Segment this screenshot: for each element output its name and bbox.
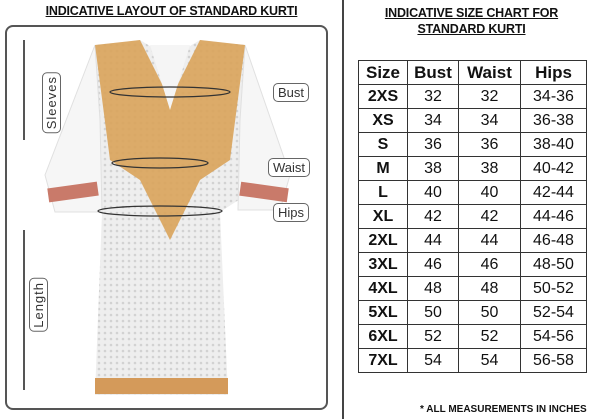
- table-cell: S: [358, 132, 408, 157]
- hips-label: Hips: [273, 203, 310, 222]
- size-chart-table: Size Bust Waist Hips 2XS 32 32 34-36 XS 34 34 36-3…: [358, 60, 587, 373]
- table-cell: 52: [458, 324, 521, 349]
- kurti-frame: [5, 25, 328, 410]
- table-cell: 40: [407, 180, 459, 205]
- table-cell: 50-52: [520, 276, 587, 301]
- table-cell: 44-46: [520, 204, 587, 229]
- footnote: * ALL MEASUREMENTS IN INCHES: [420, 404, 587, 415]
- table-row: S 36 36 38-40: [358, 132, 587, 157]
- table-row: L 40 40 42-44: [358, 180, 587, 205]
- table-cell: 42: [458, 204, 521, 229]
- table-row: 7XL 54 54 56-58: [358, 348, 587, 373]
- table-cell: 54: [458, 348, 521, 373]
- table-row: 6XL 52 52 54-56: [358, 324, 587, 349]
- table-cell: 40-42: [520, 156, 587, 181]
- table-cell: 38-40: [520, 132, 587, 157]
- table-row: 2XS 32 32 34-36: [358, 84, 587, 109]
- table-cell: 50: [407, 300, 459, 325]
- table-cell: 40: [458, 180, 521, 205]
- table-cell: 3XL: [358, 252, 408, 277]
- table-cell: 44: [458, 228, 521, 253]
- table-cell: 46-48: [520, 228, 587, 253]
- table-row: 4XL 48 48 50-52: [358, 276, 587, 301]
- table-cell: 38: [458, 156, 521, 181]
- column-header: Hips: [520, 60, 587, 85]
- table-row: 5XL 50 50 52-54: [358, 300, 587, 325]
- column-header: Waist: [458, 60, 521, 85]
- table-row: M 38 38 40-42: [358, 156, 587, 181]
- table-cell: 34: [458, 108, 521, 133]
- table-cell: 34-36: [520, 84, 587, 109]
- table-row: XS 34 34 36-38: [358, 108, 587, 133]
- length-label: Length: [29, 278, 48, 332]
- table-cell: 54-56: [520, 324, 587, 349]
- table-cell: 6XL: [358, 324, 408, 349]
- table-cell: 32: [407, 84, 459, 109]
- table-cell: 4XL: [358, 276, 408, 301]
- table-cell: M: [358, 156, 408, 181]
- column-header: Bust: [407, 60, 459, 85]
- table-cell: 52-54: [520, 300, 587, 325]
- table-cell: XS: [358, 108, 408, 133]
- kurti-image: [44, 40, 291, 395]
- table-cell: 32: [458, 84, 521, 109]
- sleeves-ruler: [23, 40, 25, 140]
- table-cell: 42: [407, 204, 459, 229]
- table-cell: 50: [458, 300, 521, 325]
- table-cell: 52: [407, 324, 459, 349]
- table-cell: 38: [407, 156, 459, 181]
- sleeves-label: Sleeves: [42, 72, 61, 134]
- table-cell: L: [358, 180, 408, 205]
- layout-title: INDICATIVE LAYOUT OF STANDARD KURTI: [45, 4, 298, 18]
- bust-label: Bust: [273, 83, 310, 102]
- size-chart-title: INDICATIVE SIZE CHART FOR STANDARD KURTI: [343, 5, 600, 37]
- table-cell: 48-50: [520, 252, 587, 277]
- table-cell: 2XL: [358, 228, 408, 253]
- table-cell: 36: [407, 132, 459, 157]
- yoke-embroidery: [95, 40, 245, 240]
- size-chart-title-line2: STANDARD KURTI: [417, 22, 526, 36]
- table-cell: 42-44: [520, 180, 587, 205]
- table-row: 2XL 44 44 46-48: [358, 228, 587, 253]
- size-chart-title-line1: INDICATIVE SIZE CHART FOR: [384, 6, 559, 20]
- table-cell: 44: [407, 228, 459, 253]
- column-header: Size: [358, 60, 408, 85]
- table-cell: 46: [458, 252, 521, 277]
- length-ruler: [23, 230, 25, 390]
- divider: [342, 0, 344, 419]
- table-cell: 46: [407, 252, 459, 277]
- waist-label: Waist: [268, 158, 311, 177]
- table-row: 3XL 46 46 48-50: [358, 252, 587, 277]
- table-cell: 36: [458, 132, 521, 157]
- table-cell: 48: [407, 276, 459, 301]
- table-cell: 56-58: [520, 348, 587, 373]
- table-cell: XL: [358, 204, 408, 229]
- table-cell: 36-38: [520, 108, 587, 133]
- table-cell: 2XS: [358, 84, 408, 109]
- table-cell: 48: [458, 276, 521, 301]
- table-cell: 34: [407, 108, 459, 133]
- table-cell: 7XL: [358, 348, 408, 373]
- table-cell: 54: [407, 348, 459, 373]
- table-cell: 5XL: [358, 300, 408, 325]
- table-row: XL 42 42 44-46: [358, 204, 587, 229]
